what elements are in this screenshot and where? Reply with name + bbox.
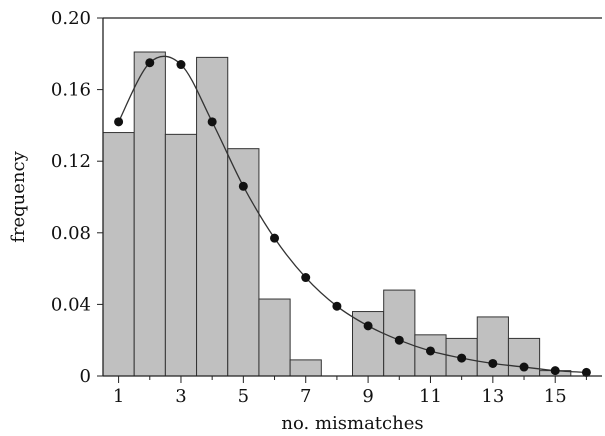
y-tick-label: 0.12 [51, 151, 91, 172]
fitted-point-2 [145, 58, 155, 68]
fitted-curve [118, 55, 587, 374]
fitted-point-6 [270, 233, 280, 243]
fitted-point-7 [301, 273, 311, 283]
histogram-bar-7 [289, 359, 322, 377]
histogram-bar-3 [164, 133, 198, 377]
histogram-bar-10 [383, 289, 416, 377]
fitted-point-1 [114, 117, 124, 127]
x-tick-label: 13 [481, 386, 504, 407]
histogram-bar-9 [352, 311, 385, 377]
fitted-point-3 [176, 60, 186, 70]
fitted-point-15 [550, 366, 560, 376]
fitted-point-4 [207, 117, 217, 127]
histogram-bars [102, 51, 572, 377]
x-tick-label: 15 [544, 386, 567, 407]
fitted-point-16 [581, 367, 591, 377]
fitted-point-5 [238, 181, 248, 191]
x-axis-label: no. mismatches [281, 413, 423, 434]
fitted-point-11 [425, 346, 435, 356]
fitted-point-8 [332, 301, 342, 311]
x-tick-label: 1 [113, 386, 124, 407]
histogram-bar-1 [102, 132, 135, 377]
fitted-point-10 [394, 335, 404, 345]
y-tick-label: 0 [80, 366, 91, 387]
fitted-point-12 [457, 353, 467, 363]
axes [102, 17, 602, 377]
y-tick-label: 0.08 [51, 223, 91, 244]
histogram-bar-6 [258, 298, 291, 377]
y-tick-label: 0.16 [51, 80, 91, 101]
histogram-bar-4 [196, 56, 229, 377]
fitted-point-9 [363, 321, 373, 331]
x-tick-label: 9 [362, 386, 373, 407]
fitted-point-13 [488, 358, 498, 368]
x-tick-label: 7 [300, 386, 311, 407]
fitted-point-14 [519, 362, 529, 372]
y-axis-label: frequency [8, 150, 29, 242]
x-tick-label: 3 [175, 386, 186, 407]
y-tick-label: 0.20 [51, 8, 91, 29]
x-tick-label: 11 [419, 386, 442, 407]
histogram-bar-2 [133, 51, 166, 377]
x-tick-label: 5 [238, 386, 249, 407]
y-tick-label: 0.04 [51, 294, 91, 315]
fitted-points [114, 58, 591, 377]
